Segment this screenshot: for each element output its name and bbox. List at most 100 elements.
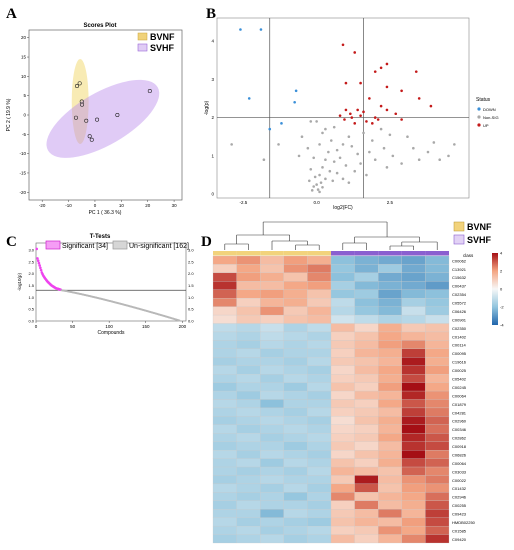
- heatmap-cell: [236, 407, 261, 417]
- volcano-point-up: [350, 116, 354, 119]
- volcano-point-non-sig: [371, 139, 374, 142]
- x-tick-label: 10: [119, 203, 125, 208]
- class-bar: [213, 251, 449, 256]
- heatmap-cell: [401, 441, 426, 451]
- y-tick-label: -10: [19, 151, 26, 156]
- heatmap-cell: [212, 483, 237, 493]
- heatmap-cell: [425, 365, 450, 375]
- class-bar-cell-svhf: [401, 251, 426, 256]
- threshold-lines: [217, 18, 469, 198]
- heatmap-cell: [212, 272, 237, 282]
- volcano-point-non-sig: [382, 146, 386, 150]
- heatmap-cell: [330, 382, 355, 392]
- heatmap-cell: [330, 458, 355, 468]
- class-bar-cell-bvnf: [236, 251, 261, 256]
- heatmap-cell: [283, 483, 308, 493]
- heatmap-cell: [425, 374, 450, 383]
- legend-dot-up: [477, 123, 481, 127]
- row-label: C02350: [452, 326, 467, 331]
- volcano-point-non-sig: [318, 143, 321, 146]
- volcano-point-non-sig: [319, 181, 323, 184]
- volcano-point-non-sig: [230, 143, 233, 146]
- heatmap-cell: [401, 357, 426, 366]
- heatmap-cell: [283, 382, 308, 392]
- heatmap-cell: [236, 281, 261, 290]
- heatmap-cell: [354, 466, 379, 476]
- heatmap-cell: [354, 357, 379, 366]
- heatmap-cell: [212, 281, 237, 290]
- legend-label-down: DOWN: [483, 107, 496, 112]
- legend-label-significant: Significant [34]: [62, 243, 108, 250]
- volcano-point-non-sig: [426, 150, 430, 154]
- score-point: [147, 89, 152, 94]
- heatmap-cell: [283, 458, 308, 468]
- heatmap-cell: [378, 390, 402, 400]
- heatmap-cell: [425, 424, 450, 434]
- heatmap-cell: [307, 289, 332, 299]
- heatmap-cell: [212, 390, 237, 400]
- heatmap-cell: [330, 509, 355, 518]
- significant-point: [37, 261, 41, 265]
- volcano-point-non-sig: [318, 173, 321, 177]
- heatmap-cell: [378, 416, 402, 425]
- heatmap-cell: [401, 314, 426, 324]
- volcano-point-non-sig: [315, 183, 318, 186]
- volcano-point-non-sig: [328, 169, 332, 173]
- heatmap-cell: [330, 331, 355, 341]
- volcano-point-non-sig: [324, 158, 327, 162]
- heatmap-cell: [307, 390, 332, 400]
- volcano-point-non-sig: [329, 139, 333, 142]
- heatmap-cell: [378, 534, 402, 544]
- volcano-point-up: [400, 118, 403, 121]
- class-bar-cell-bvnf: [213, 251, 237, 256]
- y-tick-label: 2.0: [28, 271, 34, 276]
- row-labels: C00062 C13921 C15632 C00437 C02354 C05572 C064…: [452, 258, 476, 542]
- heatmap-cell: [401, 306, 426, 316]
- legend-swatch-bvnf: [137, 32, 148, 41]
- volcano-point-up: [356, 108, 359, 112]
- legend-dot-down: [477, 107, 481, 111]
- heatmap-cell: [378, 450, 402, 459]
- color-scale-tick: -4: [500, 323, 504, 328]
- heatmap-cell: [354, 340, 379, 349]
- heatmap-cell: [260, 298, 284, 307]
- heatmap-cell: [401, 365, 426, 375]
- heatmap-cell: [260, 382, 284, 392]
- y-tick-label: 1: [211, 153, 214, 158]
- volcano-point-non-sig: [400, 162, 403, 165]
- score-point: [75, 84, 80, 89]
- class-bar-cell-svhf: [378, 251, 402, 256]
- heatmap-cell: [283, 441, 308, 451]
- plot-frame: [28, 29, 183, 201]
- row-label: C00022: [452, 478, 467, 483]
- volcano-point-non-sig: [327, 150, 330, 154]
- heatmap-cell: [260, 500, 284, 510]
- volcano-point-non-sig: [341, 177, 345, 181]
- heatmap-cell: [330, 298, 355, 307]
- heatmap-cell: [260, 450, 284, 459]
- heatmap-cell: [354, 306, 379, 316]
- volcano-point-non-sig: [338, 156, 342, 160]
- volcano-point-non-sig: [373, 158, 377, 162]
- heatmap-cell: [354, 450, 379, 459]
- heatmap-cell: [330, 390, 355, 400]
- legend: BVNF SVHF: [453, 221, 492, 245]
- heatmap-cell: [260, 357, 284, 366]
- heatmap-cell: [401, 424, 426, 434]
- panel-letter: C: [6, 234, 17, 250]
- heatmap-cell: [212, 340, 237, 349]
- score-point: [80, 102, 85, 107]
- heatmap-cell: [354, 264, 379, 274]
- volcano-point-down: [294, 89, 298, 93]
- y-tick-label: 0.5: [28, 307, 34, 312]
- heatmap-cell: [307, 407, 332, 417]
- heatmap-cell: [212, 357, 237, 366]
- x-tick-label: 150: [142, 324, 150, 329]
- score-point: [77, 81, 82, 86]
- volcano-point-up: [344, 108, 348, 112]
- volcano-point-non-sig: [332, 160, 336, 163]
- heatmap-cell: [425, 314, 450, 324]
- heatmap-cell: [212, 525, 237, 535]
- y-axis-ticks: 0.0 0.5 1.0 1.5 2.0 2.5 3.0: [28, 248, 34, 324]
- heatmap-cell: [212, 424, 237, 434]
